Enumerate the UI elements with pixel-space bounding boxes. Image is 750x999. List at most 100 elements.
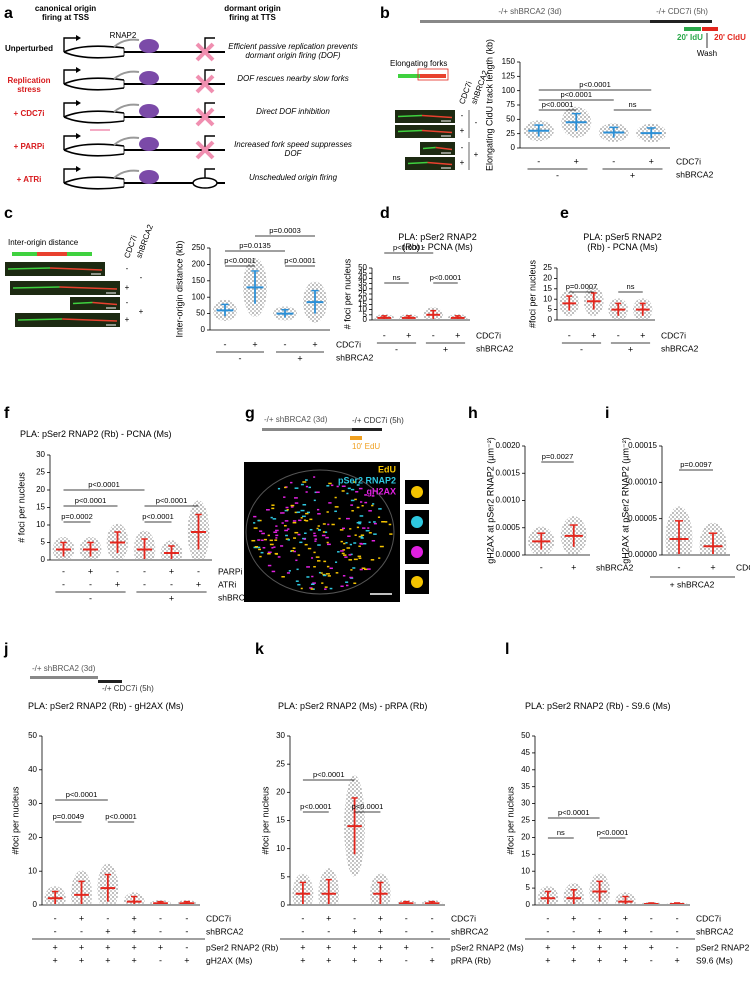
condition-sign: -: [116, 566, 119, 576]
panel-title: PLA: pSer2 RNAP2 (Rb) - PCNA (Ms): [20, 429, 172, 439]
y-tick-label: 10: [358, 305, 367, 314]
y-tick-label: 0.0010: [496, 496, 521, 505]
speck: [378, 557, 381, 559]
row-name: shBRCA2: [206, 926, 244, 936]
rnap2: [139, 137, 159, 151]
condition-sign: +: [591, 330, 596, 340]
y-tick-label: 15: [543, 284, 552, 293]
fiber-signal: [435, 146, 453, 151]
p-value: ns: [557, 828, 565, 837]
y-tick-label: 250: [192, 243, 206, 252]
speck: [342, 549, 346, 551]
speck: [354, 534, 357, 536]
p-value: ns: [393, 273, 401, 282]
condition-sign: +: [132, 926, 137, 936]
speck: [292, 521, 297, 524]
image-sign: -: [126, 264, 129, 273]
y-tick-label: 20: [358, 294, 367, 303]
condition-sign: +: [132, 942, 137, 952]
plot-area: [523, 106, 667, 143]
speck: [322, 573, 326, 576]
row-name: pSer2 RNAP2 (Rb): [206, 942, 278, 952]
p-value: p<0.0001: [66, 790, 98, 799]
speck: [294, 502, 299, 504]
replication-bubble: [63, 143, 125, 157]
speck: [338, 517, 341, 520]
speck: [271, 507, 275, 510]
y-tick-label: 30: [28, 799, 37, 808]
image-sign: -: [461, 143, 464, 152]
y-tick-label: 75: [506, 100, 515, 109]
condition-sign: -: [405, 955, 408, 965]
condition-sign: -: [431, 913, 434, 923]
speck: [294, 497, 298, 499]
speck: [273, 531, 278, 533]
y-tick-label: 20: [276, 787, 285, 796]
condition-sign: +: [406, 330, 411, 340]
condition-sign: +: [649, 942, 654, 952]
condition-sign: -: [431, 942, 434, 952]
speck: [364, 568, 368, 571]
speck: [349, 528, 352, 530]
speck: [294, 487, 299, 489]
condition-sign: +: [378, 955, 383, 965]
speck: [313, 499, 316, 502]
rnap2-label: RNAP2: [110, 31, 137, 40]
p-value: p<0.0001: [561, 90, 593, 99]
y-tick-label: 0.0020: [496, 441, 521, 450]
speck: [273, 546, 276, 548]
y-tick-label: 10: [521, 866, 530, 875]
arrow-head: [76, 133, 81, 139]
speck: [350, 488, 355, 491]
speck: [312, 582, 316, 584]
p-value: p=0.0007: [566, 282, 598, 291]
legend-entry: pSer2 RNAP2: [338, 475, 396, 485]
panel-label: b: [380, 5, 390, 22]
speck: [275, 534, 279, 537]
condition-sign: -: [537, 156, 540, 166]
row-name: shBRCA2: [676, 169, 714, 179]
y-tick-label: 150: [192, 276, 206, 285]
fiber-signal: [407, 161, 428, 165]
speck: [308, 486, 311, 489]
condition-sign: +: [597, 955, 602, 965]
speck: [313, 535, 317, 537]
condition-sign: +: [710, 562, 715, 572]
p-value: p<0.0001: [75, 496, 107, 505]
condition-sign: +: [53, 942, 58, 952]
speck: [355, 491, 359, 493]
speck: [300, 587, 303, 590]
y-tick-label: 25: [521, 816, 530, 825]
condition-sign: -: [650, 926, 653, 936]
speck: [262, 546, 266, 549]
speck: [305, 491, 308, 493]
image-sign: -: [475, 118, 478, 127]
speck: [275, 553, 278, 555]
speck: [253, 527, 258, 529]
speck: [321, 582, 324, 584]
y-axis-label: #foci per nucleus: [527, 259, 537, 328]
origin-scheme: [67, 252, 92, 256]
p-value: p<0.0001: [300, 802, 332, 811]
condition-sign: +: [88, 566, 93, 576]
speck: [314, 540, 317, 542]
speck: [343, 542, 346, 545]
speck: [317, 513, 321, 515]
replication-bubble: [63, 110, 125, 124]
speck: [327, 575, 331, 577]
speck: [384, 521, 388, 523]
row-name: ATRi: [218, 579, 236, 589]
plot-area: [665, 506, 727, 554]
plot-area: [559, 286, 653, 319]
speck: [311, 557, 314, 559]
y-tick-label: 5: [281, 872, 286, 881]
condition-sign: -: [284, 339, 287, 349]
condition-sign: -: [143, 579, 146, 589]
replication-bubble: [63, 77, 125, 91]
speck: [298, 519, 302, 522]
p-value: p<0.0001: [313, 770, 345, 779]
condition-sign: +: [312, 339, 317, 349]
y-tick-label: 25: [543, 263, 552, 272]
image-sign: -: [461, 111, 464, 120]
condition-sign: -: [80, 926, 83, 936]
